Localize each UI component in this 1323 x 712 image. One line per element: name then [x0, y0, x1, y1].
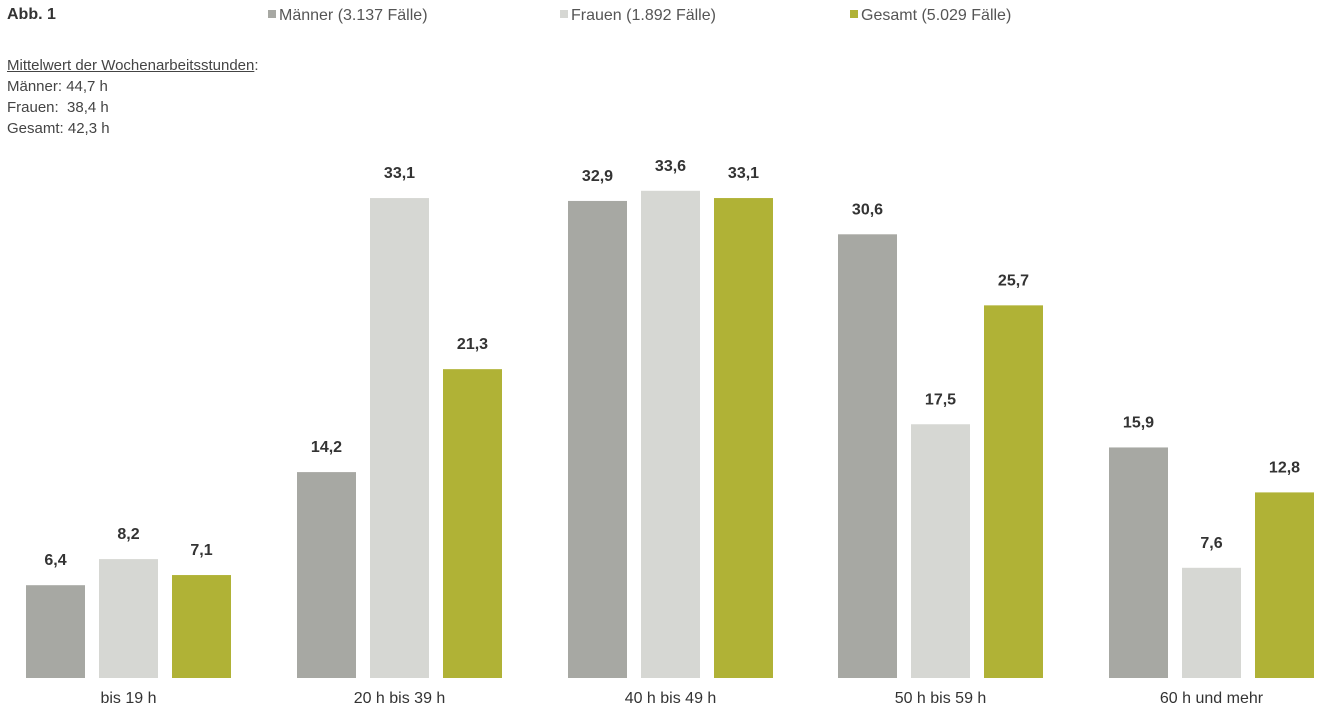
- category-label-bis-19-h: bis 19 h: [100, 690, 156, 707]
- data-label-20-h-bis-39-h-series-2: 21,3: [457, 336, 488, 353]
- mean-annotation: Mittelwert der Wochenarbeitsstunden: Män…: [7, 55, 259, 139]
- data-label-40-h-bis-49-h-series-2: 33,1: [728, 165, 759, 182]
- bar-50-h-bis-59-h-series-2: [984, 305, 1043, 678]
- category-label-60-h-und-mehr: 60 h und mehr: [1160, 690, 1264, 707]
- data-label-40-h-bis-49-h-series-0: 32,9: [582, 168, 613, 185]
- mean-title: Mittelwert der Wochenarbeitsstunden: [7, 57, 255, 74]
- data-label-bis-19-h-series-1: 8,2: [117, 526, 139, 543]
- bar-60-h-und-mehr-series-1: [1182, 567, 1241, 678]
- legend-label-frauen: Frauen (1.892 Fälle): [571, 7, 716, 24]
- mean-title-line: Mittelwert der Wochenarbeitsstunden:: [7, 55, 259, 76]
- category-label-20-h-bis-39-h: 20 h bis 39 h: [354, 690, 446, 707]
- bar-bis-19-h-series-0: [26, 585, 85, 678]
- data-label-40-h-bis-49-h-series-1: 33,6: [655, 158, 686, 175]
- data-label-50-h-bis-59-h-series-1: 17,5: [925, 391, 956, 408]
- data-label-50-h-bis-59-h-series-2: 25,7: [998, 272, 1029, 289]
- legend-swatch-maenner: [268, 10, 276, 18]
- bar-20-h-bis-39-h-series-1: [370, 198, 429, 679]
- legend-item-frauen: Frauen (1.892 Fälle): [560, 7, 716, 25]
- data-label-20-h-bis-39-h-series-1: 33,1: [384, 165, 415, 182]
- data-label-bis-19-h-series-2: 7,1: [190, 542, 212, 559]
- mean-line-frauen: Frauen: 38,4 h: [7, 99, 109, 116]
- legend-label-maenner: Männer (3.137 Fälle): [279, 7, 428, 24]
- bar-50-h-bis-59-h-series-1: [911, 424, 970, 678]
- data-label-bis-19-h-series-0: 6,4: [44, 552, 66, 569]
- mean-line-gesamt: Gesamt: 42,3 h: [7, 120, 110, 137]
- bar-40-h-bis-49-h-series-0: [568, 200, 627, 678]
- bar-20-h-bis-39-h-series-2: [443, 369, 502, 678]
- figure-label: Abb. 1: [7, 6, 56, 23]
- legend-label-gesamt: Gesamt (5.029 Fälle): [861, 7, 1012, 24]
- data-label-60-h-und-mehr-series-2: 12,8: [1269, 459, 1300, 476]
- bar-50-h-bis-59-h-series-0: [838, 234, 897, 679]
- data-label-20-h-bis-39-h-series-0: 14,2: [311, 439, 342, 456]
- bar-40-h-bis-49-h-series-2: [714, 198, 773, 679]
- bar-20-h-bis-39-h-series-0: [297, 472, 356, 678]
- bar-bis-19-h-series-2: [172, 575, 231, 678]
- legend-swatch-gesamt: [850, 10, 858, 18]
- mean-line-maenner: Männer: 44,7 h: [7, 78, 108, 95]
- legend-swatch-frauen: [560, 10, 568, 18]
- bar-40-h-bis-49-h-series-1: [641, 190, 700, 679]
- legend-item-gesamt: Gesamt (5.029 Fälle): [850, 7, 1011, 25]
- legend-item-maenner: Männer (3.137 Fälle): [268, 7, 428, 25]
- bar-bis-19-h-series-1: [99, 559, 158, 678]
- data-label-50-h-bis-59-h-series-0: 30,6: [852, 201, 883, 218]
- bar-60-h-und-mehr-series-2: [1255, 492, 1314, 678]
- data-label-60-h-und-mehr-series-0: 15,9: [1123, 414, 1154, 431]
- category-label-40-h-bis-49-h: 40 h bis 49 h: [625, 690, 717, 707]
- category-label-50-h-bis-59-h: 50 h bis 59 h: [895, 690, 987, 707]
- mean-title-suffix: :: [254, 57, 259, 74]
- bar-60-h-und-mehr-series-0: [1109, 447, 1168, 678]
- data-label-60-h-und-mehr-series-1: 7,6: [1200, 535, 1222, 552]
